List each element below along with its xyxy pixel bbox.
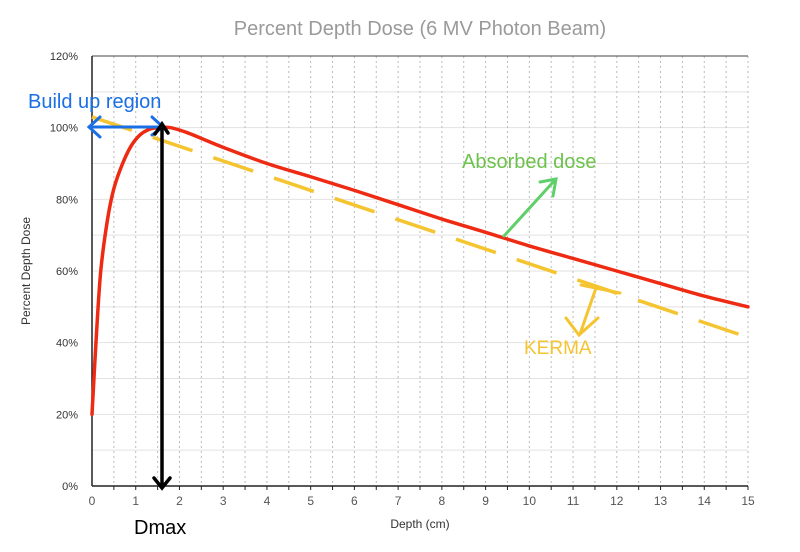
y-axis-label: Percent Depth Dose — [19, 217, 33, 325]
y-tick-label: 100% — [50, 123, 78, 135]
series-line-kerma — [91, 115, 749, 339]
annotations: Build up region Dmax Absorbed dose KERMA — [28, 91, 622, 539]
x-tick-label: 3 — [220, 494, 227, 508]
x-tick-label: 9 — [482, 494, 489, 508]
x-tick-label: 15 — [741, 494, 755, 508]
kerma-label: KERMA — [524, 338, 592, 359]
dmax-label: Dmax — [134, 517, 186, 539]
x-tick-label: 10 — [523, 494, 537, 508]
y-tick-label: 40% — [56, 338, 78, 350]
x-tick-label: 14 — [698, 494, 712, 508]
x-tick-label: 12 — [610, 494, 624, 508]
y-tick-label: 60% — [56, 266, 78, 278]
x-axis-label: Depth (cm) — [390, 517, 449, 531]
x-tick-label: 4 — [264, 494, 271, 508]
y-tick-label: 20% — [56, 409, 78, 421]
y-tick-label: 120% — [50, 51, 78, 63]
x-tick-label: 1 — [132, 494, 139, 508]
x-tick-label: 13 — [654, 494, 668, 508]
dmax-arrow — [152, 120, 172, 491]
y-tick-label: 0% — [62, 481, 78, 493]
absorbed-dose-arrow — [502, 177, 558, 238]
kerma-arrow — [564, 283, 622, 338]
build-up-label: Build up region — [28, 91, 161, 113]
x-tick-label: 2 — [176, 494, 183, 508]
series-line-absorbed-dose — [90, 125, 750, 417]
x-tick-label: 7 — [395, 494, 402, 508]
chart-title: Percent Depth Dose (6 MV Photon Beam) — [234, 18, 606, 40]
grid — [91, 55, 749, 490]
x-tick-label: 6 — [351, 494, 358, 508]
absorbed-dose-label: Absorbed dose — [462, 151, 597, 173]
x-tick-label: 8 — [439, 494, 446, 508]
y-tick-label: 80% — [56, 194, 78, 206]
series — [90, 115, 750, 417]
x-tick-label: 0 — [89, 494, 96, 508]
x-tick-label: 5 — [307, 494, 314, 508]
ticks: 0%20%40%60%80%100%120%0 1 2 3 4 5 6 7 8 9 10 11 12 13… — [50, 51, 755, 508]
x-tick-label: 11 — [567, 494, 580, 508]
